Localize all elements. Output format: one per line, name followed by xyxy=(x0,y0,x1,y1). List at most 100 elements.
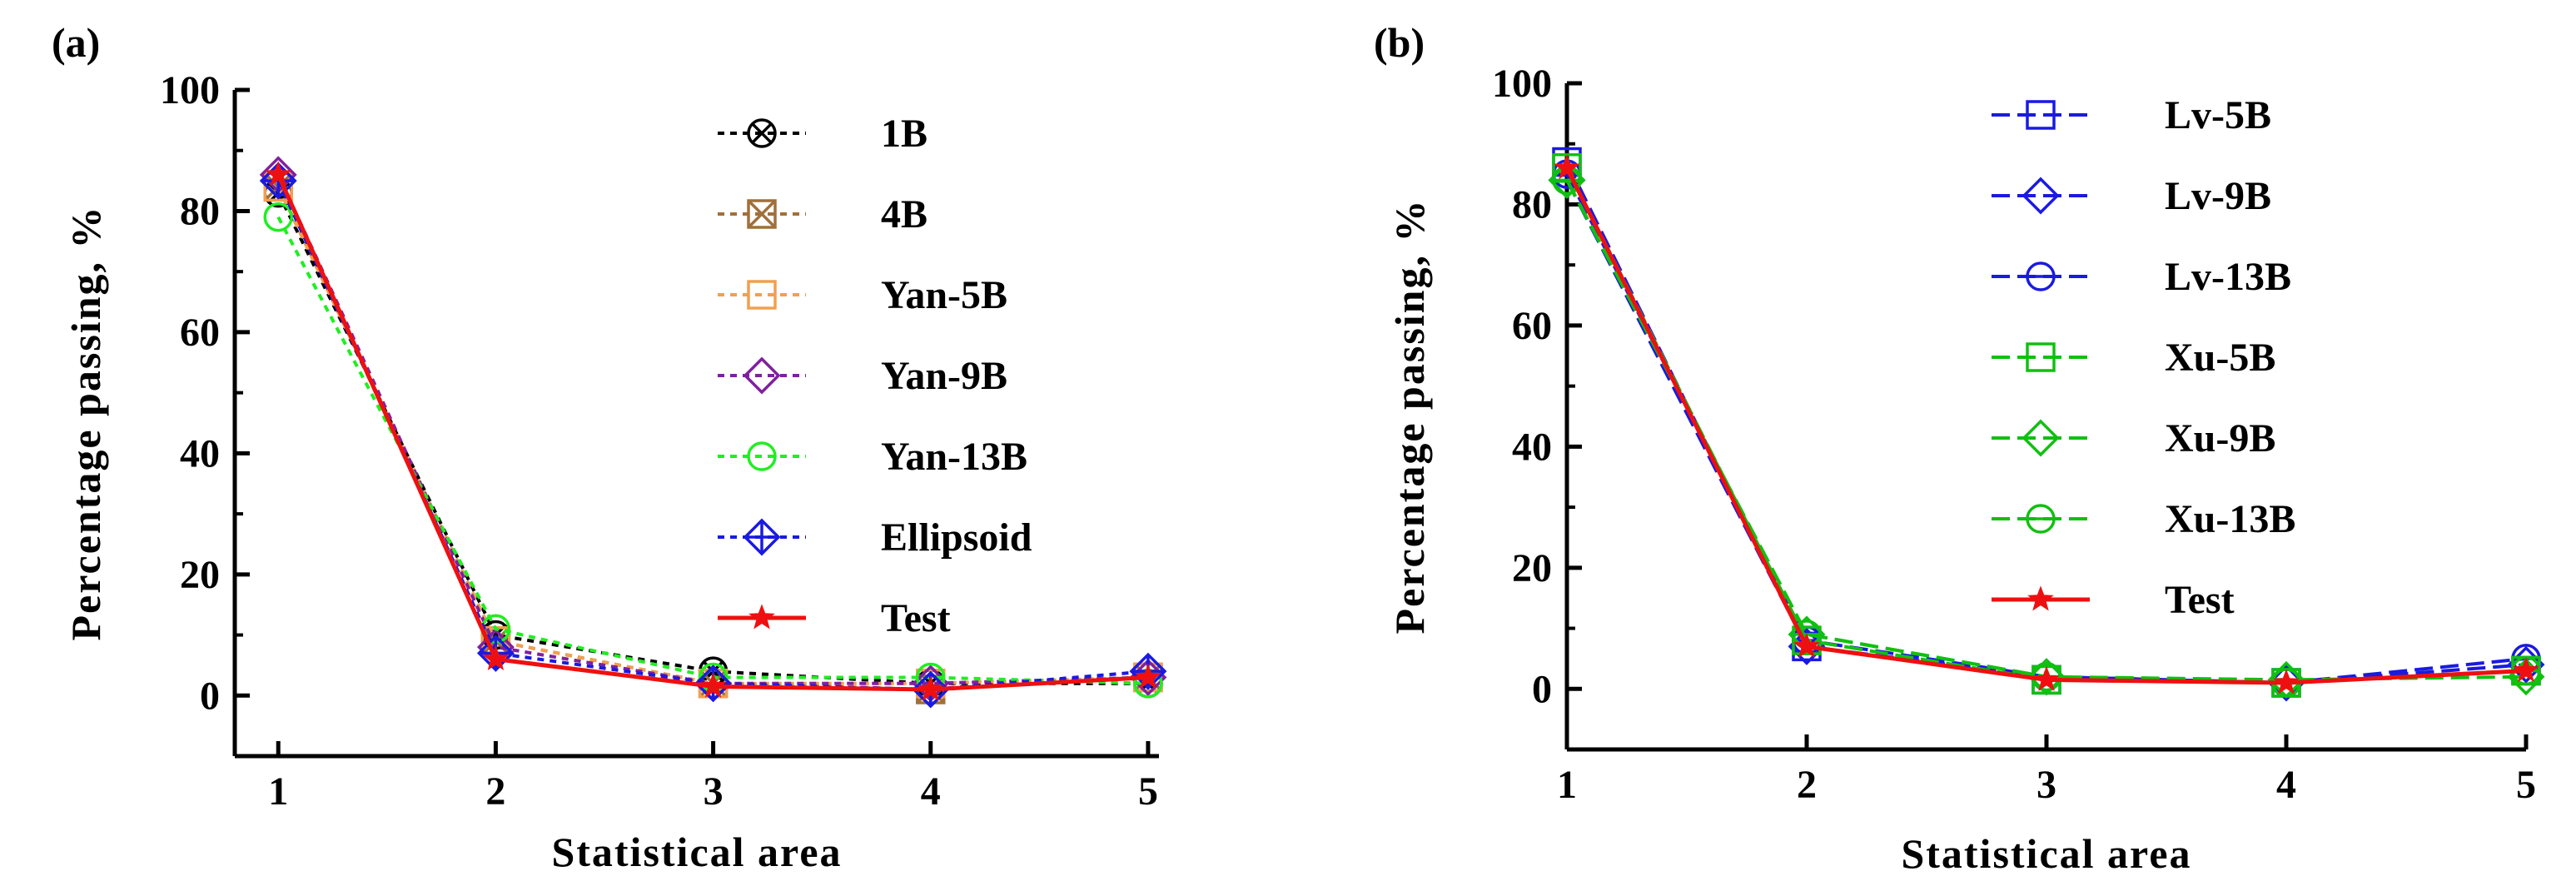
point-marker-circle xyxy=(263,202,293,232)
legend-label: Lv-9B xyxy=(2165,174,2271,218)
x-axis-title: Statistical area xyxy=(1901,830,2191,877)
y-tick-label: 20 xyxy=(180,553,220,597)
legend-item: Xu-9B xyxy=(1992,416,2275,460)
x-tick-label: 4 xyxy=(921,769,941,814)
point-marker-star xyxy=(2273,669,2300,694)
legend-label: Test xyxy=(881,596,951,640)
x-axis-title: Statistical area xyxy=(551,829,842,875)
legend-label: Yan-13B xyxy=(881,435,1027,479)
series-Test xyxy=(265,161,1161,701)
panel-label: (b) xyxy=(1374,19,1425,66)
legend-marker-x2 xyxy=(751,122,773,144)
legend-item: Yan-13B xyxy=(718,435,1027,479)
series-line xyxy=(276,173,1148,685)
legend-item: 4B xyxy=(718,192,927,236)
legend-marker-square xyxy=(747,199,777,229)
x-tick-label: 1 xyxy=(268,769,288,814)
y-tick-label: 80 xyxy=(1512,182,1552,226)
legend-marker-square xyxy=(2026,342,2056,372)
legend-item: 1B xyxy=(718,112,927,156)
legend-marker-x2 xyxy=(747,199,777,229)
data-point xyxy=(265,161,292,187)
point-marker-star xyxy=(1135,663,1161,689)
data-point xyxy=(917,675,944,701)
y-tick-label: 100 xyxy=(160,68,220,112)
y-tick-label: 100 xyxy=(1492,62,1552,106)
data-point xyxy=(2513,656,2539,682)
x-tick-label: 5 xyxy=(1138,769,1158,814)
legend-marker-star xyxy=(748,604,775,630)
legend-marker-circle xyxy=(747,118,777,148)
y-axis-title: Percentage passing, % xyxy=(62,206,109,641)
series-Yan-9B xyxy=(259,156,1167,703)
y-tick-label: 60 xyxy=(1512,304,1552,348)
point-marker-star xyxy=(2033,665,2060,691)
series-Lv-5B xyxy=(1552,147,2541,698)
y-axis-title: Percentage passing, % xyxy=(1386,199,1433,635)
x-tick-label: 3 xyxy=(704,769,724,814)
point-marker-star xyxy=(917,675,944,701)
y-tick-label: 60 xyxy=(180,311,220,355)
legend-marker-diamond xyxy=(2022,419,2060,457)
point-marker-star xyxy=(1793,632,1820,658)
y-tick-label: 40 xyxy=(1512,425,1552,469)
x-tick-label: 1 xyxy=(1557,763,1577,807)
legend-label: Lv-13B xyxy=(2165,255,2291,299)
data-point xyxy=(1793,632,1820,658)
y-tick-label: 80 xyxy=(180,189,220,233)
legend-label: Xu-5B xyxy=(2165,336,2275,380)
legend-item: Test xyxy=(718,596,951,640)
legend-label: Yan-9B xyxy=(881,354,1007,398)
legend-item: Lv-9B xyxy=(1992,174,2271,218)
x-tick-label: 2 xyxy=(1797,763,1817,807)
x-tick-label: 5 xyxy=(2516,763,2536,807)
data-point xyxy=(482,645,510,671)
legend-marker-square xyxy=(2026,100,2056,130)
series-line xyxy=(276,173,1149,692)
point-marker-star xyxy=(1554,154,1580,180)
data-point xyxy=(1554,154,1580,180)
legend-label: 4B xyxy=(881,192,927,236)
y-tick-label: 0 xyxy=(1532,667,1552,711)
y-tick-label: 0 xyxy=(200,674,220,718)
legend-item: Ellipsoid xyxy=(718,515,1032,560)
legend-label: Xu-9B xyxy=(2165,416,2275,460)
legend-label: Yan-5B xyxy=(881,273,1007,317)
legend: 1B 4B Yan-5B Yan-9B Yan-13B Ellipsoid Test xyxy=(718,112,1032,640)
x-tick-label: 2 xyxy=(485,769,505,814)
data-point xyxy=(1135,663,1161,689)
legend-item: Xu-13B xyxy=(1992,497,2295,541)
legend-label: Xu-13B xyxy=(2165,497,2295,541)
legend-item: Yan-9B xyxy=(718,354,1007,398)
chart-panel-b: (b) 0 20 40 60 80 100 1 2 3 4 5 Statistical area Perc… xyxy=(1374,19,2545,877)
legend-label: Lv-5B xyxy=(2165,93,2271,137)
data-point xyxy=(2033,665,2060,691)
legend-item: Lv-13B xyxy=(1992,255,2291,299)
legend-item: Yan-5B xyxy=(718,273,1007,317)
point-marker-star xyxy=(699,672,727,698)
y-tick-label: 40 xyxy=(180,431,220,475)
panel-label: (a) xyxy=(52,19,100,66)
legend-item: Lv-5B xyxy=(1992,93,2271,137)
data-point xyxy=(2273,669,2300,694)
y-tick-label: 20 xyxy=(1512,546,1552,590)
x-tick-label: 4 xyxy=(2276,763,2296,807)
legend-label: 1B xyxy=(881,112,927,156)
series-Test xyxy=(1554,154,2539,694)
series-Xu-13B xyxy=(1552,165,2541,698)
legend-marker-diamond xyxy=(2022,177,2060,215)
chart-panel-a: (a) 0 20 40 60 80 100 1 2 3 4 5 Statistical area Perc… xyxy=(52,19,1167,875)
legend-marker-square xyxy=(747,280,777,310)
data-point xyxy=(263,202,293,232)
legend-label: Ellipsoid xyxy=(881,515,1032,560)
data-point xyxy=(699,672,727,698)
legend-marker-diamond xyxy=(743,356,781,395)
point-marker-star xyxy=(2513,656,2539,682)
legend-marker-circle xyxy=(747,441,777,471)
legend-label: Test xyxy=(2165,578,2235,622)
legend: Lv-5B Lv-9B Lv-13B Xu-5B Xu-9B Xu-13B Test xyxy=(1992,93,2295,622)
legend-marker-star xyxy=(2027,585,2054,611)
legend-item: Test xyxy=(1992,578,2235,622)
point-marker-star xyxy=(482,645,510,671)
